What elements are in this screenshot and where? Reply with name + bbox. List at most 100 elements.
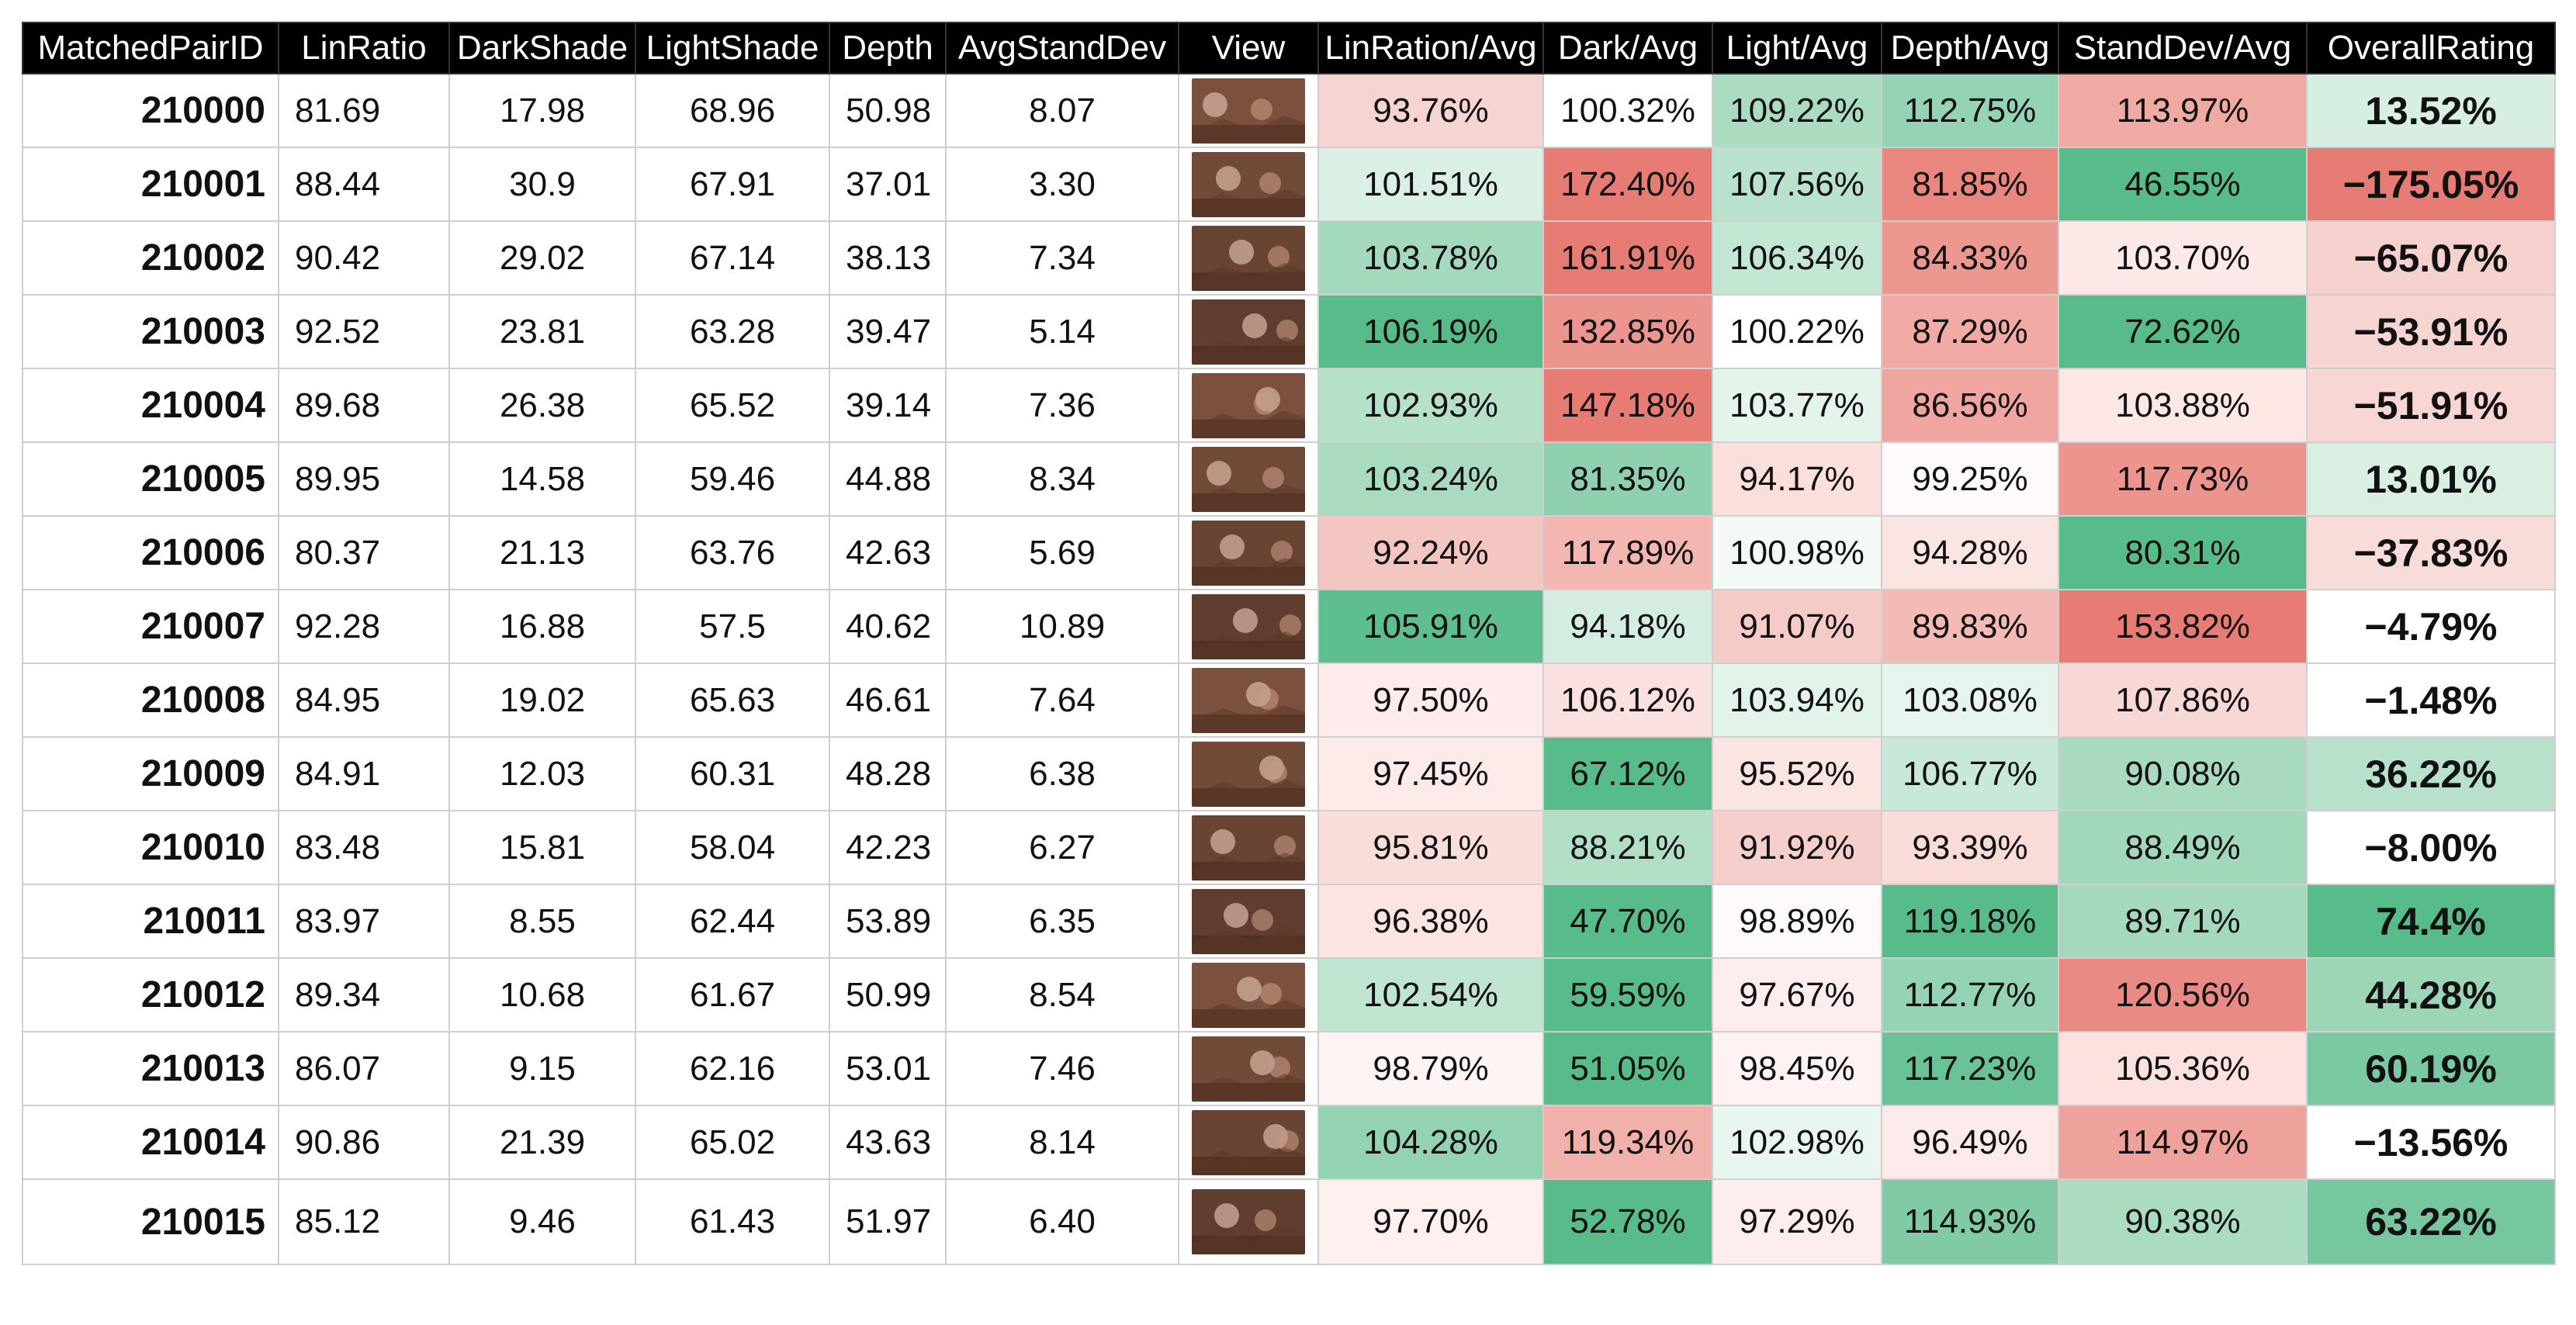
cell-dark-avg[interactable]: 117.89% xyxy=(1542,515,1713,590)
cell-avg-stand-dev[interactable]: 6.35 xyxy=(945,884,1179,959)
cell-lin-ratio[interactable]: 89.34 xyxy=(278,957,450,1033)
cell-depth-avg[interactable]: 114.93% xyxy=(1881,1178,2059,1265)
cell-matched-pair-id[interactable]: 210008 xyxy=(22,662,279,738)
cell-lin-ratio[interactable]: 84.95 xyxy=(278,662,450,738)
cell-light-avg[interactable]: 100.22% xyxy=(1712,294,1882,369)
cell-lin-ratio-avg[interactable]: 105.91% xyxy=(1317,589,1544,664)
cell-overall-rating[interactable]: 36.22% xyxy=(2306,736,2556,811)
cell-depth-avg[interactable]: 117.23% xyxy=(1881,1031,2059,1106)
cell-overall-rating[interactable]: −175.05% xyxy=(2306,147,2556,222)
cell-avg-stand-dev[interactable]: 7.36 xyxy=(945,368,1179,443)
cell-stand-dev-avg[interactable]: 153.82% xyxy=(2058,589,2308,664)
cell-light-shade[interactable]: 65.02 xyxy=(635,1105,830,1180)
cell-dark-shade[interactable]: 19.02 xyxy=(448,662,636,738)
cell-light-avg[interactable]: 97.29% xyxy=(1712,1178,1882,1265)
sepia-photo-thumbnail-icon[interactable] xyxy=(1192,888,1305,954)
cell-avg-stand-dev[interactable]: 6.27 xyxy=(945,810,1179,885)
cell-depth[interactable]: 39.14 xyxy=(829,368,947,443)
cell-overall-rating[interactable]: −51.91% xyxy=(2306,368,2556,443)
cell-dark-avg[interactable]: 51.05% xyxy=(1542,1031,1713,1106)
header-dark-shade[interactable]: DarkShade xyxy=(448,22,636,74)
cell-matched-pair-id[interactable]: 210010 xyxy=(22,810,279,885)
cell-matched-pair-id[interactable]: 210007 xyxy=(22,589,279,664)
cell-lin-ratio[interactable]: 92.52 xyxy=(278,294,450,369)
cell-light-shade[interactable]: 65.52 xyxy=(635,368,830,443)
cell-dark-shade[interactable]: 16.88 xyxy=(448,589,636,664)
cell-overall-rating[interactable]: −53.91% xyxy=(2306,294,2556,369)
cell-light-avg[interactable]: 103.94% xyxy=(1712,662,1882,738)
cell-matched-pair-id[interactable]: 210001 xyxy=(22,147,279,222)
cell-depth[interactable]: 44.88 xyxy=(829,441,947,517)
cell-matched-pair-id[interactable]: 210004 xyxy=(22,368,279,443)
cell-depth-avg[interactable]: 94.28% xyxy=(1881,515,2059,590)
cell-light-avg[interactable]: 95.52% xyxy=(1712,736,1882,811)
cell-lin-ratio[interactable]: 85.12 xyxy=(278,1178,450,1265)
cell-light-shade[interactable]: 67.91 xyxy=(635,147,830,222)
header-view[interactable]: View xyxy=(1178,22,1319,74)
cell-avg-stand-dev[interactable]: 7.64 xyxy=(945,662,1179,738)
header-depth-avg[interactable]: Depth/Avg xyxy=(1881,22,2059,74)
cell-lin-ratio-avg[interactable]: 97.70% xyxy=(1317,1178,1544,1265)
cell-stand-dev-avg[interactable]: 80.31% xyxy=(2058,515,2308,590)
cell-dark-avg[interactable]: 52.78% xyxy=(1542,1178,1713,1265)
cell-dark-shade[interactable]: 9.15 xyxy=(448,1031,636,1106)
cell-dark-avg[interactable]: 106.12% xyxy=(1542,662,1713,738)
cell-stand-dev-avg[interactable]: 105.36% xyxy=(2058,1031,2308,1106)
cell-depth[interactable]: 48.28 xyxy=(829,736,947,811)
cell-avg-stand-dev[interactable]: 5.14 xyxy=(945,294,1179,369)
cell-light-avg[interactable]: 106.34% xyxy=(1712,220,1882,296)
cell-depth-avg[interactable]: 96.49% xyxy=(1881,1105,2059,1180)
cell-avg-stand-dev[interactable]: 8.14 xyxy=(945,1105,1179,1180)
cell-light-avg[interactable]: 100.98% xyxy=(1712,515,1882,590)
cell-depth[interactable]: 42.23 xyxy=(829,810,947,885)
cell-light-avg[interactable]: 107.56% xyxy=(1712,147,1882,222)
cell-view[interactable] xyxy=(1178,368,1319,443)
cell-lin-ratio-avg[interactable]: 97.45% xyxy=(1317,736,1544,811)
cell-overall-rating[interactable]: −4.79% xyxy=(2306,589,2556,664)
cell-depth-avg[interactable]: 86.56% xyxy=(1881,368,2059,443)
cell-overall-rating[interactable]: −13.56% xyxy=(2306,1105,2556,1180)
cell-view[interactable] xyxy=(1178,957,1319,1033)
header-depth[interactable]: Depth xyxy=(829,22,947,74)
cell-lin-ratio[interactable]: 86.07 xyxy=(278,1031,450,1106)
cell-lin-ratio-avg[interactable]: 96.38% xyxy=(1317,884,1544,959)
cell-dark-shade[interactable]: 21.13 xyxy=(448,515,636,590)
cell-depth[interactable]: 39.47 xyxy=(829,294,947,369)
cell-view[interactable] xyxy=(1178,589,1319,664)
cell-dark-avg[interactable]: 100.32% xyxy=(1542,73,1713,148)
cell-depth[interactable]: 50.99 xyxy=(829,957,947,1033)
cell-dark-avg[interactable]: 81.35% xyxy=(1542,441,1713,517)
cell-light-avg[interactable]: 91.92% xyxy=(1712,810,1882,885)
cell-view[interactable] xyxy=(1178,884,1319,959)
cell-light-avg[interactable]: 97.67% xyxy=(1712,957,1882,1033)
cell-stand-dev-avg[interactable]: 120.56% xyxy=(2058,957,2308,1033)
cell-dark-avg[interactable]: 147.18% xyxy=(1542,368,1713,443)
sepia-photo-thumbnail-icon[interactable] xyxy=(1192,225,1305,291)
cell-depth-avg[interactable]: 93.39% xyxy=(1881,810,2059,885)
cell-matched-pair-id[interactable]: 210012 xyxy=(22,957,279,1033)
sepia-photo-thumbnail-icon[interactable] xyxy=(1192,667,1305,733)
cell-matched-pair-id[interactable]: 210014 xyxy=(22,1105,279,1180)
sepia-photo-thumbnail-icon[interactable] xyxy=(1192,151,1305,217)
cell-lin-ratio[interactable]: 80.37 xyxy=(278,515,450,590)
cell-overall-rating[interactable]: −1.48% xyxy=(2306,662,2556,738)
cell-dark-shade[interactable]: 17.98 xyxy=(448,73,636,148)
sepia-photo-thumbnail-icon[interactable] xyxy=(1192,962,1305,1028)
cell-light-shade[interactable]: 61.43 xyxy=(635,1178,830,1265)
cell-depth-avg[interactable]: 106.77% xyxy=(1881,736,2059,811)
cell-stand-dev-avg[interactable]: 103.70% xyxy=(2058,220,2308,296)
cell-view[interactable] xyxy=(1178,736,1319,811)
cell-light-avg[interactable]: 109.22% xyxy=(1712,73,1882,148)
cell-stand-dev-avg[interactable]: 90.38% xyxy=(2058,1178,2308,1265)
cell-stand-dev-avg[interactable]: 88.49% xyxy=(2058,810,2308,885)
header-lin-ratio[interactable]: LinRatio xyxy=(278,22,450,74)
header-overall-rating[interactable]: OverallRating xyxy=(2306,22,2556,74)
sepia-photo-thumbnail-icon[interactable] xyxy=(1192,741,1305,807)
cell-view[interactable] xyxy=(1178,1105,1319,1180)
cell-light-avg[interactable]: 98.45% xyxy=(1712,1031,1882,1106)
cell-lin-ratio[interactable]: 84.91 xyxy=(278,736,450,811)
cell-matched-pair-id[interactable]: 210000 xyxy=(22,73,279,148)
cell-lin-ratio[interactable]: 89.68 xyxy=(278,368,450,443)
cell-dark-avg[interactable]: 88.21% xyxy=(1542,810,1713,885)
cell-matched-pair-id[interactable]: 210003 xyxy=(22,294,279,369)
